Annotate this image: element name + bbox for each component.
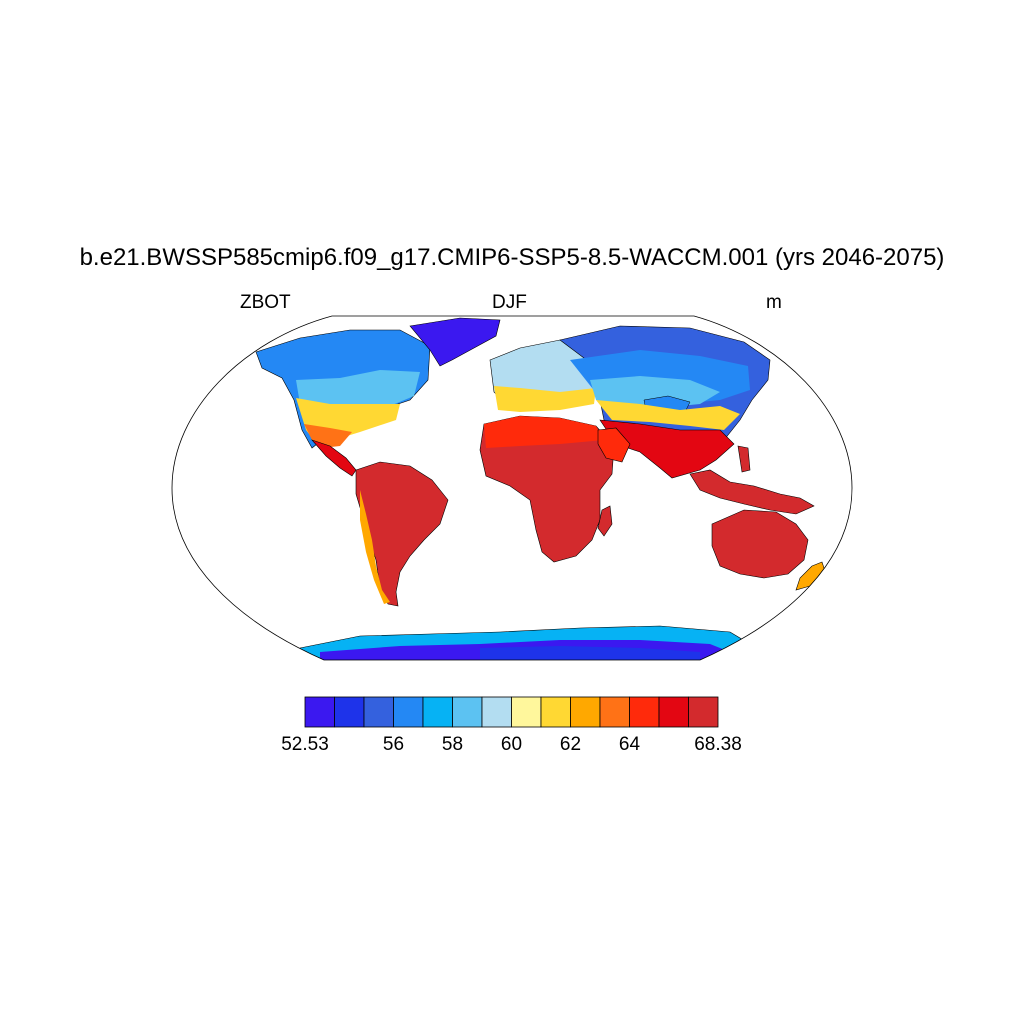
colorbar-tick-label: 52.53 [281, 734, 329, 755]
colorbar-box [422, 696, 453, 728]
colorbar-tick-label: 58 [441, 734, 464, 755]
colorbar-tick-label: 64 [618, 734, 641, 755]
colorbar [304, 696, 719, 728]
plot-title: b.e21.BWSSP585cmip6.f09_g17.CMIP6-SSP5-8… [79, 244, 945, 271]
units-label: m [766, 292, 782, 313]
colorbar-box [688, 696, 719, 728]
colorbar-box [570, 696, 601, 728]
colorbar-box [452, 696, 483, 728]
north-africa [484, 416, 604, 448]
colorbar-box [599, 696, 630, 728]
indonesia-islands [689, 469, 815, 515]
central-america [311, 439, 357, 477]
season-label: DJF [492, 292, 527, 313]
australia-land [711, 509, 809, 579]
colorbar-tick-label: 60 [500, 734, 523, 755]
colorbar-box [393, 696, 424, 728]
colorbar-tick-label: 56 [382, 734, 405, 755]
madagascar [597, 505, 613, 537]
philippines [737, 445, 751, 473]
colorbar-box [629, 696, 660, 728]
colorbar-box [481, 696, 512, 728]
colorbar-box [304, 696, 335, 728]
central-asia [590, 376, 720, 408]
middle-east-band [596, 400, 740, 430]
colorbar-box [658, 696, 689, 728]
colorbar-box [540, 696, 571, 728]
variable-label: ZBOT [240, 292, 291, 313]
antarctica-core [480, 646, 700, 660]
europe-south [494, 386, 596, 412]
colorbar-box [334, 696, 365, 728]
colorbar-tick-label: 68.38 [694, 734, 742, 755]
greenland-land [409, 317, 501, 367]
colorbar-box [363, 696, 394, 728]
colorbar-tick-label: 62 [559, 734, 582, 755]
andes-strip [360, 490, 390, 604]
arabia [597, 427, 631, 463]
africa-land [479, 415, 615, 563]
new-zealand [795, 561, 827, 591]
south-asia [599, 419, 735, 479]
colorbar-box [511, 696, 542, 728]
land-fill-layer [255, 317, 827, 660]
map-border [171, 315, 853, 661]
